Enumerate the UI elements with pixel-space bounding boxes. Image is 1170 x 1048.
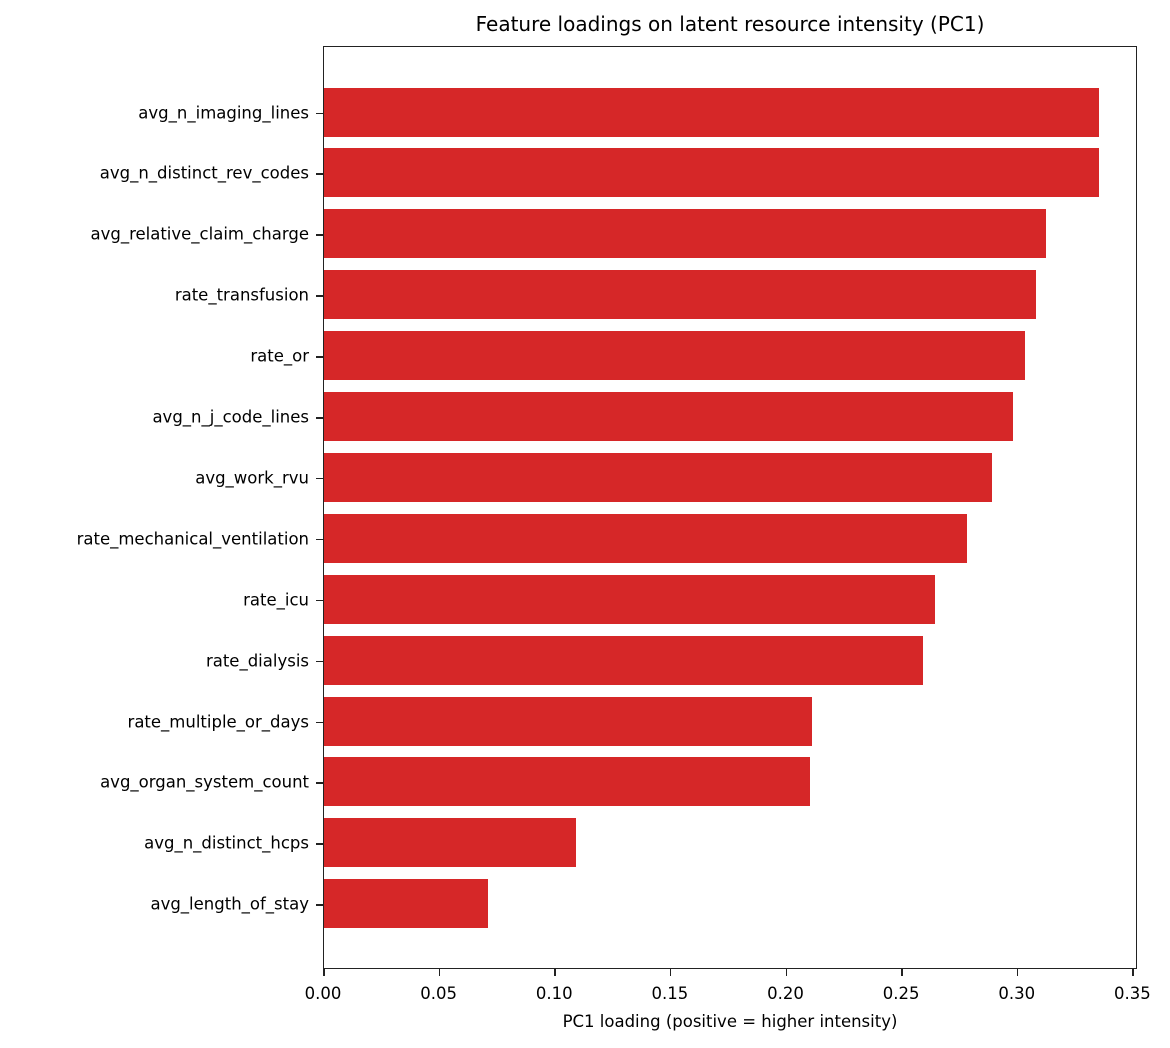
y-tick-label: rate_mechanical_ventilation [76, 529, 309, 549]
bar [324, 696, 812, 746]
bar [324, 392, 1014, 441]
bar [324, 331, 1025, 381]
y-tick [316, 843, 323, 845]
y-tick [316, 538, 323, 541]
y-tick [316, 904, 323, 906]
y-tick-label: avg_work_rvu [195, 468, 309, 488]
bar [324, 148, 1099, 198]
bar [324, 513, 967, 563]
x-tick [785, 969, 787, 976]
bar [324, 635, 923, 685]
x-tick-label: 0.05 [420, 984, 457, 1003]
x-tick-label: 0.10 [535, 984, 573, 1003]
y-tick [316, 356, 323, 358]
y-tick [316, 599, 323, 602]
bar [324, 209, 1046, 259]
bar [324, 452, 993, 502]
x-tick [901, 969, 903, 976]
x-tick [1016, 969, 1019, 976]
plot-area [323, 46, 1137, 969]
x-axis-label: PC1 loading (positive = higher intensity… [562, 1012, 898, 1031]
x-tick [554, 969, 556, 976]
x-tick [323, 969, 325, 976]
y-tick-label: rate_transfusion [174, 285, 309, 305]
x-tick [669, 969, 672, 976]
y-tick-label: avg_n_j_code_lines [152, 407, 309, 427]
x-tick-label: 0.35 [1114, 984, 1151, 1003]
bar [324, 270, 1037, 320]
y-tick-label: avg_n_distinct_rev_codes [99, 163, 309, 183]
y-tick [316, 234, 323, 236]
chart-title: Feature loadings on latent resource inte… [475, 12, 985, 36]
y-tick [316, 295, 323, 297]
y-tick-label: rate_multiple_or_days [127, 712, 309, 731]
bar [324, 818, 577, 868]
x-tick-label: 0.25 [882, 984, 920, 1003]
y-tick [316, 112, 323, 114]
y-tick-label: rate_or [250, 346, 309, 366]
y-tick [316, 173, 323, 175]
x-tick-label: 0.20 [767, 984, 804, 1003]
y-tick-label: rate_dialysis [205, 651, 309, 671]
y-tick [316, 660, 323, 663]
y-tick-label: avg_organ_system_count [100, 772, 309, 792]
y-tick [316, 477, 323, 480]
y-tick-label: avg_n_distinct_hcps [144, 833, 309, 853]
y-tick-label: avg_relative_claim_charge [90, 224, 309, 244]
y-tick [316, 782, 323, 784]
x-tick-label: 0.30 [998, 984, 1036, 1003]
bar [324, 879, 489, 929]
x-tick [1132, 969, 1134, 976]
x-tick-label: 0.00 [304, 984, 342, 1003]
y-tick-label: rate_icu [243, 590, 309, 610]
bar [324, 87, 1099, 137]
x-tick [438, 969, 441, 976]
y-tick-label: avg_n_imaging_lines [138, 103, 309, 122]
y-tick [316, 721, 323, 723]
x-tick-label: 0.15 [651, 984, 689, 1003]
y-tick [316, 417, 323, 419]
bar [324, 757, 810, 807]
bar [324, 574, 935, 624]
y-tick-label: avg_length_of_stay [150, 894, 309, 914]
